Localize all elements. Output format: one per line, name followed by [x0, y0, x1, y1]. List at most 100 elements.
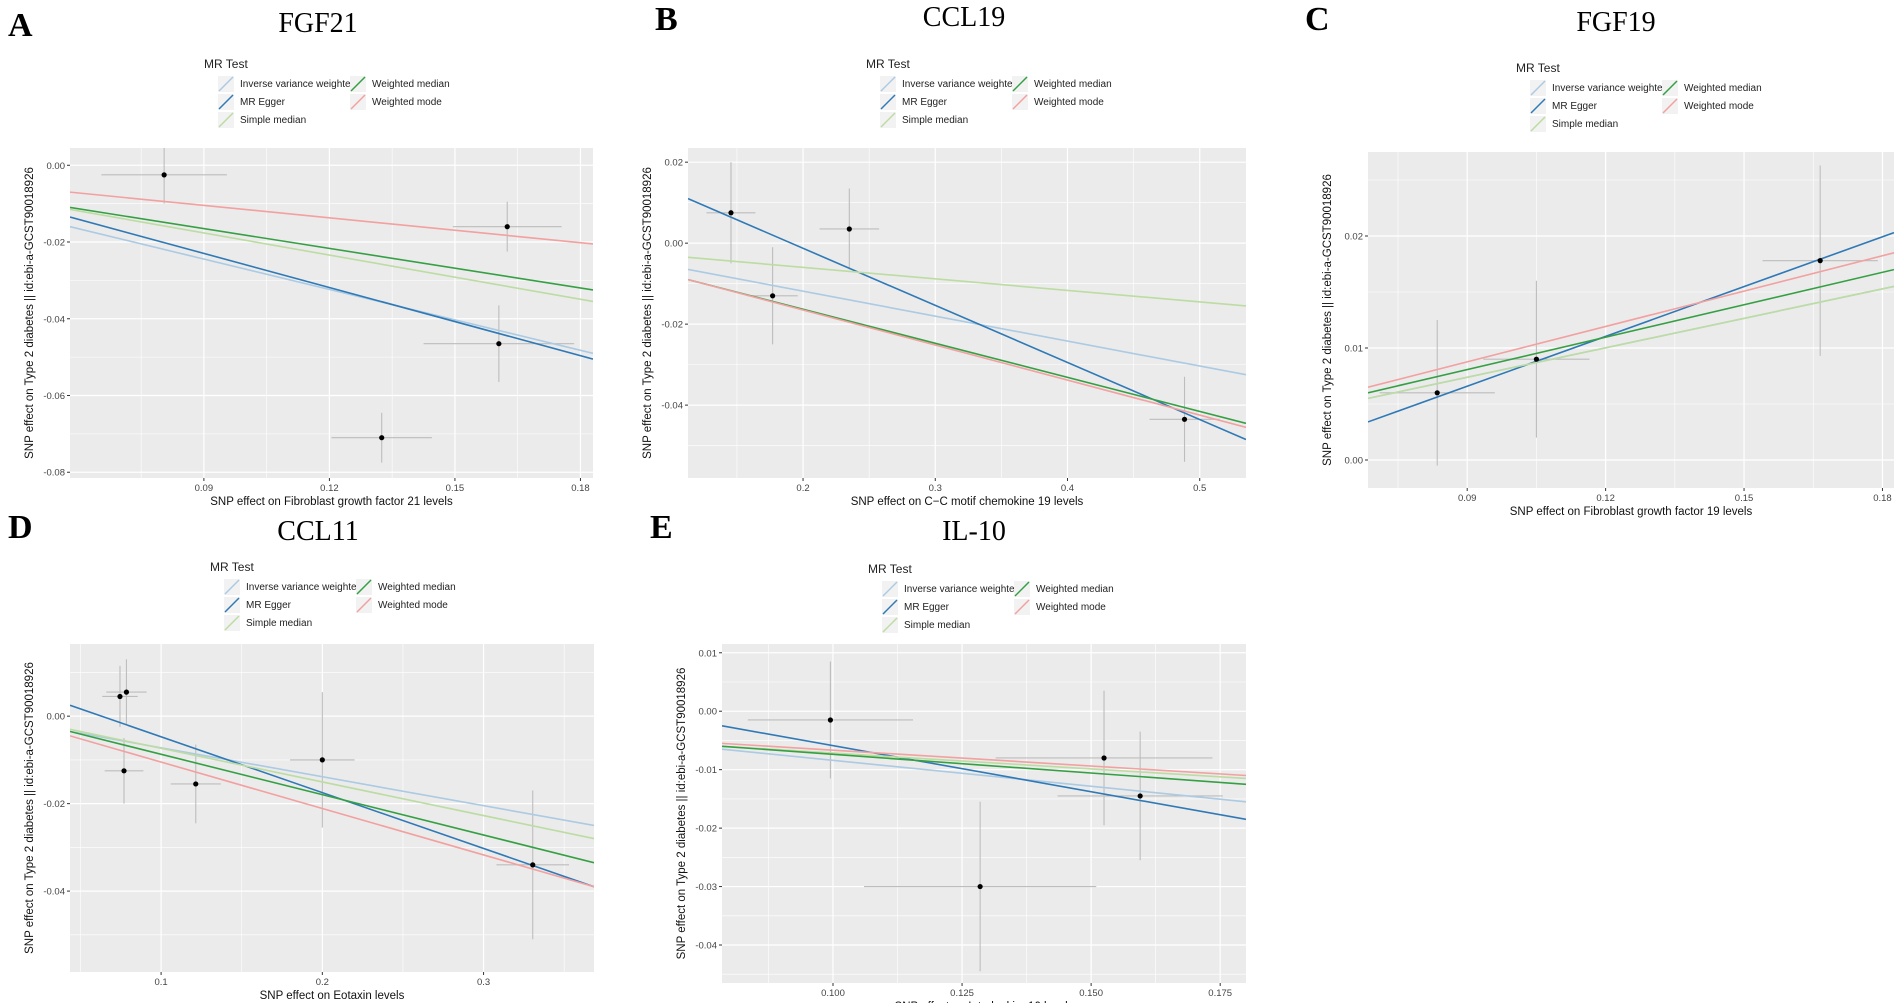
x-tick-label: 0.18 [1873, 493, 1892, 504]
x-axis-label: SNP effect on Fibroblast growth factor 2… [210, 496, 453, 508]
legend-item-simple-median: Simple median [880, 112, 968, 128]
plot-background [70, 148, 593, 478]
legend-title: MR Test [1516, 61, 1560, 75]
x-axis-label: SNP effect on Interleukin−10 levels [895, 1001, 1074, 1003]
legend-item-ivw: Inverse variance weighted [224, 579, 362, 595]
data-layer [1368, 165, 1894, 466]
legend-key-line [218, 112, 234, 128]
snp-point [319, 757, 325, 763]
line-weighted-median [70, 206, 593, 291]
x-tick-label: 0.15 [1735, 493, 1754, 504]
legend-label: Weighted mode [1036, 602, 1106, 613]
snp-point [379, 435, 385, 441]
line-weighted-mode [1368, 252, 1894, 388]
y-tick-label: 0.02 [665, 158, 684, 169]
line-egger [1368, 231, 1894, 423]
legend-label: Weighted mode [1684, 101, 1754, 112]
x-tick-label: 0.15 [446, 483, 465, 494]
legend-label: Weighted median [1684, 83, 1762, 94]
legend-key-line [1662, 98, 1678, 114]
y-tick-label: -0.02 [43, 799, 65, 810]
legend-key-line [218, 76, 234, 92]
legend-item-ivw: Inverse variance weighted [880, 76, 1018, 92]
legend-item-weighted-median: Weighted median [356, 579, 456, 595]
panel-letter: D [8, 509, 33, 546]
legend-label: Simple median [902, 115, 968, 126]
legend-key-line [356, 579, 372, 595]
legend-key-line [224, 615, 240, 631]
legend: MR Test Inverse variance weighted MR Egger… [210, 560, 456, 631]
legend-key-line [882, 581, 898, 597]
legend-label: Simple median [240, 115, 306, 126]
snp-point [1533, 356, 1540, 362]
legend-label: Weighted median [378, 582, 456, 593]
legend-item-simple-median: Simple median [224, 615, 312, 631]
panel-title: FGF21 [278, 8, 357, 39]
line-ivw [722, 748, 1246, 803]
y-tick-label: 0.02 [1345, 232, 1364, 243]
snp-point [504, 224, 510, 230]
y-tick-label: -0.08 [43, 468, 65, 479]
line-weighted-mode [688, 278, 1246, 429]
line-simple-median [722, 745, 1246, 780]
line-simple-median [70, 208, 593, 303]
legend-label: MR Egger [240, 97, 286, 108]
y-tick-label: -0.04 [43, 887, 65, 898]
y-tick-label: 0.01 [699, 648, 718, 659]
line-egger [722, 725, 1246, 821]
panel-letter: A [8, 7, 33, 44]
snp-point [193, 781, 199, 787]
line-egger [70, 704, 594, 888]
y-tick-label: 0.00 [699, 707, 718, 718]
y-tick-label: -0.04 [661, 401, 683, 412]
legend-item-weighted-mode: Weighted mode [1012, 94, 1104, 110]
legend-key-line [1530, 116, 1546, 132]
y-tick-label: -0.02 [695, 824, 717, 835]
snp-point [496, 341, 502, 347]
legend-key-line [1530, 98, 1546, 114]
panel-title: CCL11 [277, 516, 358, 547]
x-tick-label: 0.125 [950, 988, 974, 999]
y-tick-label: -0.01 [695, 765, 717, 776]
legend-item-egger: MR Egger [1530, 98, 1598, 114]
line-simple-median [688, 256, 1246, 307]
panel-letter: C [1305, 1, 1330, 38]
line-ivw [688, 268, 1246, 376]
x-axis-label: SNP effect on Eotaxin levels [260, 990, 405, 1002]
legend-label: Weighted median [1034, 79, 1112, 90]
y-tick-label: -0.04 [695, 941, 717, 952]
legend-key-line [356, 597, 372, 613]
x-tick-label: 0.2 [796, 483, 809, 494]
x-tick-label: 0.3 [929, 483, 942, 494]
x-axis-label: SNP effect on C−C motif chemokine 19 lev… [851, 496, 1084, 508]
legend-key-line [882, 617, 898, 633]
snp-point [123, 689, 130, 695]
line-weighted-median [70, 730, 594, 864]
panel-letter: B [655, 1, 678, 38]
line-weighted-mode [722, 742, 1246, 777]
legend-key-line [880, 112, 896, 128]
snp-point [1137, 793, 1143, 799]
legend-key-line [880, 94, 896, 110]
panel-title: FGF19 [1576, 7, 1655, 38]
legend-title: MR Test [204, 57, 248, 71]
legend-key-line [1530, 80, 1546, 96]
y-axis-label: SNP effect on Type 2 diabetes || id:ebi-… [24, 167, 36, 459]
legend-label: MR Egger [1552, 101, 1598, 112]
line-egger [70, 216, 593, 360]
legend-item-simple-median: Simple median [1530, 116, 1618, 132]
legend: MR Test Inverse variance weighted MR Egger… [868, 562, 1114, 633]
y-tick-label: -0.02 [43, 238, 65, 249]
legend-label: Weighted mode [372, 97, 442, 108]
snp-point [1817, 258, 1823, 264]
legend-label: Weighted mode [378, 600, 448, 611]
legend-key-line [1012, 94, 1028, 110]
legend-label: Weighted mode [1034, 97, 1104, 108]
x-tick-label: 0.175 [1208, 988, 1232, 999]
legend-item-weighted-mode: Weighted mode [1662, 98, 1754, 114]
line-weighted-mode [70, 191, 593, 245]
snp-point [827, 717, 834, 723]
data-layer [70, 659, 594, 940]
